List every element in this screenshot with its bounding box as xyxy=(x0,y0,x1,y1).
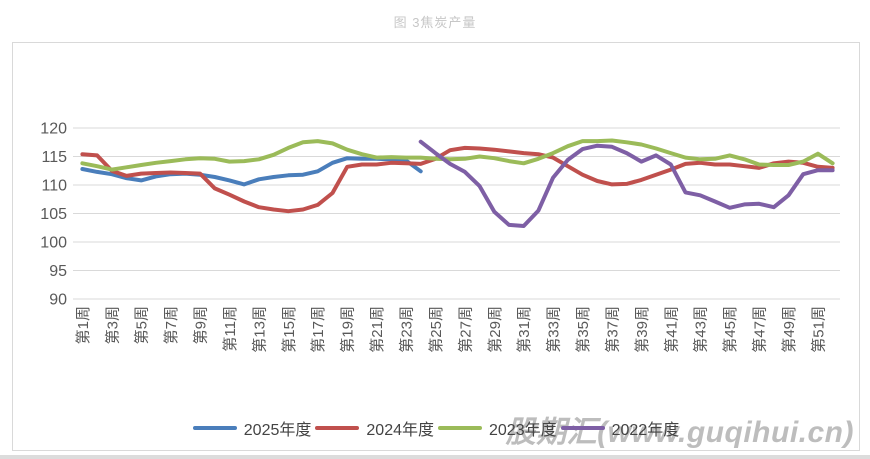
x-tick-label: 第35周 xyxy=(574,306,592,353)
watermark: 股期汇(www.guqihui.cn) xyxy=(505,416,854,449)
series-line-2025年度 xyxy=(80,156,423,187)
x-tick-label: 第23周 xyxy=(398,306,416,353)
gridlines xyxy=(73,127,840,300)
legend: 2025年度 2024年度 2023年度 2022年度 xyxy=(13,416,859,440)
legend-marker xyxy=(192,426,237,430)
x-tick-label: 第43周 xyxy=(692,306,710,353)
x-tick-label: 第41周 xyxy=(662,306,680,353)
x-tick-label: 第33周 xyxy=(545,306,563,353)
x-tick-label: 第9周 xyxy=(192,306,210,344)
bottom-edge-strip xyxy=(0,455,870,459)
legend-item-2023年度: 2023年度 xyxy=(438,416,557,440)
x-tick-label: 第7周 xyxy=(162,306,180,344)
x-tick-label: 第19周 xyxy=(339,306,357,353)
x-tick-label: 第13周 xyxy=(250,306,268,353)
y-tick-label: 90 xyxy=(49,292,67,309)
x-tick-label: 第17周 xyxy=(309,306,327,353)
y-tick-label: 95 xyxy=(49,263,67,280)
y-tick-label: 115 xyxy=(41,149,67,166)
legend-label: 2022年度 xyxy=(611,422,680,439)
y-tick-label: 120 xyxy=(40,121,67,138)
x-tick-label: 第37周 xyxy=(604,306,622,353)
x-axis-labels: 第1周 第3周 第5周 第7周 第9周 第11周 第13周 第15周 第17周 第19周 第21周第… xyxy=(74,306,828,353)
legend-item-2025年度: 2025年度 xyxy=(192,416,312,440)
x-tick-label: 第15周 xyxy=(280,306,298,353)
series-line-2024年度 xyxy=(80,145,835,214)
x-tick-label: 第21周 xyxy=(368,306,386,353)
x-tick-label: 第1周 xyxy=(74,306,92,344)
legend-marker xyxy=(438,426,482,430)
legend-label: 2024年度 xyxy=(366,422,434,439)
x-tick-label: 第51周 xyxy=(809,306,827,353)
x-tick-label: 第45周 xyxy=(721,306,739,353)
series-line-2022年度 xyxy=(418,139,835,228)
x-tick-label: 第39周 xyxy=(633,306,651,353)
legend-item-2024年度: 2024年度 xyxy=(315,416,434,440)
x-tick-label: 第11周 xyxy=(221,306,239,352)
legend-marker xyxy=(560,426,605,430)
x-tick-label: 第5周 xyxy=(133,306,151,344)
x-tick-label: 第47周 xyxy=(751,306,769,353)
y-tick-label: 105 xyxy=(40,206,67,223)
legend-label: 2025年度 xyxy=(243,422,312,439)
y-tick-label: 110 xyxy=(41,178,67,195)
series-line-2023年度 xyxy=(80,138,835,172)
y-axis-labels: 90 95 100 105 110 115 120 xyxy=(40,121,67,309)
legend-marker xyxy=(315,426,360,430)
x-tick-label: 第49周 xyxy=(780,306,798,353)
y-tick-label: 100 xyxy=(40,235,67,252)
legend-item-2022年度: 2022年度 xyxy=(560,416,680,440)
x-tick-label: 第29周 xyxy=(486,306,504,353)
x-tick-label: 第25周 xyxy=(427,306,445,353)
chart-title: 图 3焦炭产量 xyxy=(393,15,477,30)
chart-plot-area: 90 95 100 105 110 115 120 第1周 第3周 第5周 第7周 第9周 第11周 第1… xyxy=(12,42,860,451)
legend-label: 2023年度 xyxy=(489,422,557,439)
x-tick-label: 第27周 xyxy=(456,306,474,353)
x-tick-label: 第31周 xyxy=(515,306,533,353)
x-tick-label: 第3周 xyxy=(103,306,121,344)
